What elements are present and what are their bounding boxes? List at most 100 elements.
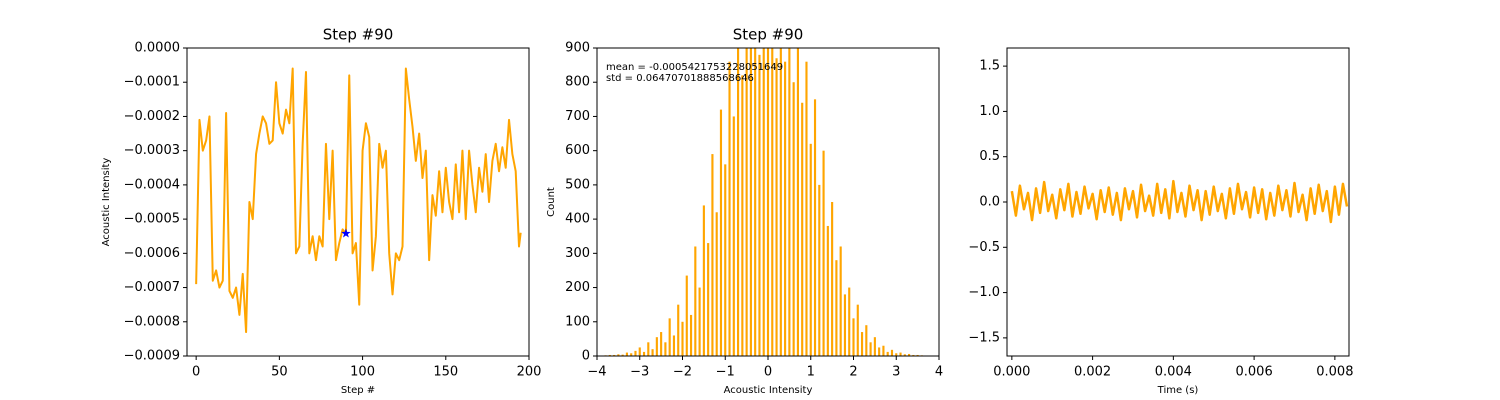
y-tick-label: 900 [565, 41, 590, 56]
y-tick-label: 500 [565, 177, 590, 192]
y-tick-label: −0.0005 [124, 212, 180, 227]
bar [843, 294, 847, 356]
bar [766, 48, 770, 356]
bar [818, 184, 821, 356]
bar [792, 82, 795, 356]
bar [809, 143, 812, 356]
x-tick-label: −2 [673, 365, 692, 380]
x-tick-label: 0.000 [993, 365, 1030, 380]
y-tick-label: −0.0009 [124, 349, 180, 364]
bar [634, 350, 637, 356]
y-tick-label: −0.0003 [124, 143, 180, 158]
axes-frame [186, 47, 530, 357]
y-tick-label: 700 [565, 109, 590, 124]
x-tick-label: 0 [192, 365, 200, 380]
bar [826, 225, 829, 356]
bar [737, 48, 740, 356]
bar [715, 212, 718, 356]
bar [655, 337, 658, 356]
bar [912, 354, 915, 356]
bar [852, 318, 855, 356]
bar [878, 347, 881, 356]
x-tick-label: 0.006 [1236, 365, 1273, 380]
bar [895, 353, 898, 356]
bar [719, 109, 723, 356]
bar [839, 246, 842, 356]
bar [732, 116, 735, 356]
bar [613, 354, 616, 356]
bar [608, 354, 611, 356]
bar [882, 345, 885, 356]
bar [886, 351, 889, 356]
bar [749, 48, 752, 356]
bar [796, 48, 799, 356]
bar [621, 354, 624, 356]
plot-area [604, 48, 932, 356]
x-tick-label: 0 [764, 365, 772, 380]
bar [728, 61, 731, 356]
bar [903, 354, 906, 356]
x-tick-label: 1 [807, 365, 815, 380]
bar [681, 321, 684, 356]
bar [724, 164, 727, 356]
line [195, 67, 522, 334]
chart-title: Step #90 [323, 26, 394, 44]
x-tick-label: 200 [517, 365, 542, 380]
bar [617, 354, 620, 356]
bar [625, 352, 628, 356]
bar [869, 342, 872, 356]
bar [651, 349, 654, 356]
plot-area [195, 67, 522, 334]
x-tick-label: 3 [892, 365, 900, 380]
y-tick-label: −1.0 [968, 285, 1000, 300]
x-tick-label: 100 [350, 365, 375, 380]
x-axis-label: Step # [341, 385, 375, 396]
x-tick-label: 0.002 [1074, 365, 1111, 380]
y-tick-label: 800 [565, 75, 590, 90]
bar [660, 332, 663, 356]
bar [831, 202, 834, 356]
bar [890, 349, 894, 356]
x-tick-label: −3 [630, 365, 649, 380]
bar [707, 243, 710, 356]
bar [762, 48, 765, 356]
bar [771, 48, 774, 356]
y-tick-label: 600 [565, 143, 590, 158]
bar [664, 342, 667, 356]
line [1010, 179, 1349, 224]
x-tick-label: 150 [433, 365, 458, 380]
x-tick-label: 50 [271, 365, 288, 380]
bar [677, 304, 680, 356]
y-tick-label: 1.5 [979, 59, 1000, 74]
x-tick-label: −4 [587, 365, 606, 380]
x-tick-label: 0.008 [1316, 365, 1353, 380]
y-tick-label: −0.0006 [124, 246, 180, 261]
y-axis-label: Acoustic Intensity [101, 158, 112, 247]
bar [779, 48, 782, 356]
plot-area [1010, 179, 1349, 224]
y-axis-label: Count [546, 187, 557, 217]
y-tick-label: 1.0 [979, 104, 1000, 119]
bar [642, 351, 646, 356]
bar [813, 99, 817, 356]
bar [711, 154, 714, 356]
y-tick-label: 200 [565, 280, 590, 295]
y-tick-label: 0 [582, 349, 590, 364]
y-tick-label: −0.0002 [124, 109, 180, 124]
bar [784, 61, 787, 356]
y-tick-label: −1.5 [968, 330, 1000, 345]
y-tick-label: −0.0004 [124, 177, 180, 192]
x-axis-label: Acoustic Intensity [724, 385, 813, 396]
bar [758, 54, 761, 356]
x-axis-label: Time (s) [1157, 385, 1199, 396]
bar [856, 304, 859, 356]
bar [822, 150, 825, 356]
bar [638, 347, 641, 356]
bar [916, 354, 919, 356]
x-tick-label: −1 [716, 365, 735, 380]
bar [899, 352, 902, 356]
x-tick-label: 2 [849, 365, 857, 380]
bar [647, 342, 650, 356]
